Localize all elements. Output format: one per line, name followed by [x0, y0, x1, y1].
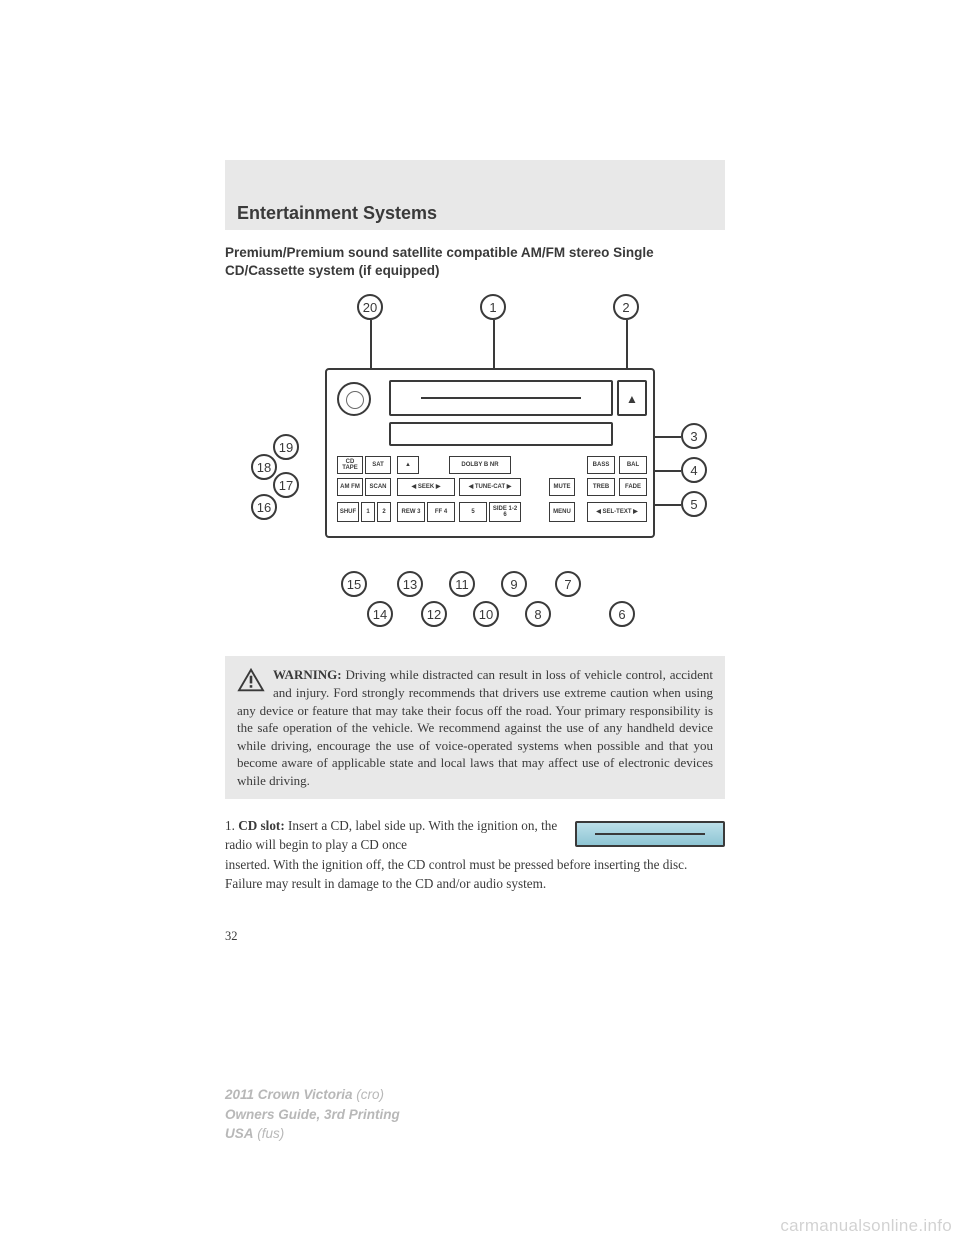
- warning-label: WARNING:: [273, 667, 342, 682]
- btn-fade: FADE: [619, 478, 647, 496]
- page-number: 32: [225, 929, 725, 944]
- callout-7: 7: [555, 571, 581, 597]
- btn-4: FF 4: [427, 502, 455, 522]
- subtitle: Premium/Premium sound satellite compatib…: [225, 244, 725, 280]
- footer-region: USA: [225, 1126, 254, 1141]
- callout-10: 10: [473, 601, 499, 627]
- btn-5: 5: [459, 502, 487, 522]
- callout-6: 6: [609, 601, 635, 627]
- callout-1: 1: [480, 294, 506, 320]
- footer-model: 2011 Crown Victoria: [225, 1087, 353, 1102]
- btn-bass: BASS: [587, 456, 615, 474]
- btn-3: REW 3: [397, 502, 425, 522]
- btn-menu: MENU: [549, 502, 575, 522]
- callout-5: 5: [681, 491, 707, 517]
- btn-sel-text: ◀ SEL-TEXT ▶: [587, 502, 647, 522]
- footer: 2011 Crown Victoria (cro) Owners Guide, …: [225, 1085, 400, 1144]
- callout-4: 4: [681, 457, 707, 483]
- item-1-text-b: inserted. With the ignition off, the CD …: [225, 856, 725, 893]
- radio-diagram: ▲ CD TAPE SAT ▲ DOLBY B NR BASS BAL AM F…: [245, 288, 705, 638]
- footer-model-code: (cro): [353, 1087, 385, 1102]
- btn-2: 2: [377, 502, 391, 522]
- callout-13: 13: [397, 571, 423, 597]
- callout-3: 3: [681, 423, 707, 449]
- section-title-bar: Entertainment Systems: [225, 160, 725, 230]
- callout-2: 2: [613, 294, 639, 320]
- item-1-num: 1.: [225, 818, 238, 833]
- item-1-row: 1. CD slot: Insert a CD, label side up. …: [225, 817, 725, 854]
- radio-face: ▲ CD TAPE SAT ▲ DOLBY B NR BASS BAL AM F…: [325, 368, 655, 538]
- callout-14: 14: [367, 601, 393, 627]
- warning-icon: [237, 668, 265, 692]
- callout-12: 12: [421, 601, 447, 627]
- item-1-bold: CD slot:: [238, 818, 285, 833]
- btn-sat: SAT: [365, 456, 391, 474]
- callout-16: 16: [251, 494, 277, 520]
- footer-guide: Owners Guide, 3rd Printing: [225, 1105, 400, 1125]
- callout-17: 17: [273, 472, 299, 498]
- footer-region-code: (fus): [254, 1126, 285, 1141]
- callout-8: 8: [525, 601, 551, 627]
- btn-am-fm: AM FM: [337, 478, 363, 496]
- callout-18: 18: [251, 454, 277, 480]
- btn-1: 1: [361, 502, 375, 522]
- btn-shuf: SHUF: [337, 502, 359, 522]
- btn-6: SIDE 1-2 6: [489, 502, 521, 522]
- item-1-text-a: 1. CD slot: Insert a CD, label side up. …: [225, 817, 561, 854]
- section-title: Entertainment Systems: [237, 203, 437, 224]
- btn-treb: TREB: [587, 478, 615, 496]
- cd-slot-graphic: [389, 380, 613, 416]
- eject-button-graphic: ▲: [617, 380, 647, 416]
- warning-box: WARNING: Driving while distracted can re…: [225, 656, 725, 799]
- callout-20: 20: [357, 294, 383, 320]
- volume-knob: [337, 382, 371, 416]
- warning-text: Driving while distracted can result in l…: [237, 667, 713, 787]
- btn-eject-small: ▲: [397, 456, 419, 474]
- display-window: [389, 422, 613, 446]
- callout-11: 11: [449, 571, 475, 597]
- btn-scan: SCAN: [365, 478, 391, 496]
- btn-cd-tape: CD TAPE: [337, 456, 363, 474]
- btn-tune-cat: ◀ TUNE-CAT ▶: [459, 478, 521, 496]
- cd-slot-mini-graphic: [575, 821, 725, 847]
- callout-9: 9: [501, 571, 527, 597]
- btn-seek: ◀ SEEK ▶: [397, 478, 455, 496]
- callout-19: 19: [273, 434, 299, 460]
- callout-15: 15: [341, 571, 367, 597]
- btn-dolby: DOLBY B NR: [449, 456, 511, 474]
- radio-diagram-wrap: ▲ CD TAPE SAT ▲ DOLBY B NR BASS BAL AM F…: [225, 288, 725, 638]
- btn-bal: BAL: [619, 456, 647, 474]
- watermark: carmanualsonline.info: [780, 1216, 952, 1236]
- btn-mute: MUTE: [549, 478, 575, 496]
